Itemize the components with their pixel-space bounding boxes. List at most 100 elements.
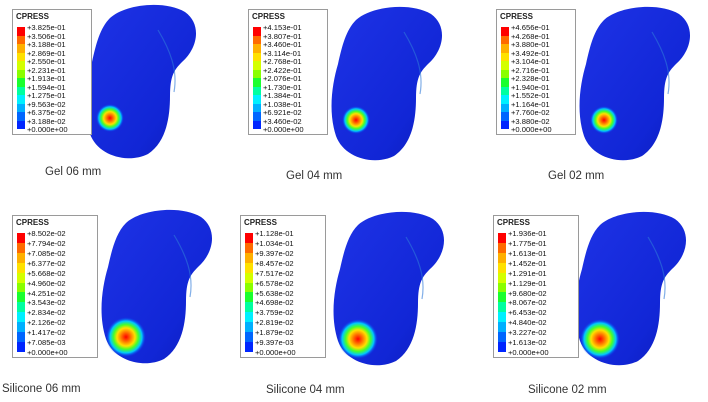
legend-tick-label: +1.594e-01 [27, 82, 66, 92]
legend-swatch [253, 52, 261, 61]
legend-color-bar [253, 27, 261, 129]
legend-swatch [17, 322, 25, 333]
legend-swatch [498, 252, 506, 263]
legend-swatch [17, 282, 25, 293]
legend-swatch [253, 86, 261, 95]
legend-swatch [498, 332, 506, 342]
legend-tick-label: +0.000e+00 [511, 125, 552, 134]
legend-tick-label: +4.656e-01 [511, 23, 550, 32]
legend-color-bar [501, 27, 509, 129]
legend-tick-label: +1.384e-01 [263, 91, 302, 100]
panel-caption: Gel 02 mm [548, 170, 605, 182]
legend-swatch [17, 52, 25, 61]
legend-color-bar [17, 233, 25, 352]
legend-tick-label: +0.000e+00 [508, 348, 549, 357]
legend-tick-label: +7.085e-03 [27, 338, 66, 348]
contour-panel: CPRESS +1.128e-01 +1.034e-01 +9.397e-02 +8.4… [236, 201, 472, 402]
model-body [85, 4, 197, 159]
legend-swatch [501, 112, 509, 121]
legend-tick-label: +0.000e+00 [255, 348, 296, 357]
legend-tick-label: +1.275e-01 [27, 91, 66, 100]
legend-swatch [501, 52, 509, 61]
legend-tick-label: +7.794e-02 [27, 238, 66, 248]
panel-caption: Gel 04 mm [286, 170, 343, 182]
legend-tick-label: +6.453e-02 [508, 308, 547, 318]
legend-swatch [17, 292, 25, 303]
contact-pressure-spot [106, 317, 146, 357]
legend-swatch [501, 69, 509, 78]
legend-swatch [498, 302, 506, 313]
legend-swatch [253, 95, 261, 104]
legend-title: CPRESS [16, 12, 49, 21]
legend-tick-label: +1.452e-01 [508, 258, 547, 268]
model-body [579, 6, 691, 161]
legend-swatch [245, 292, 253, 303]
legend-tick-label: +2.231e-01 [27, 65, 66, 75]
legend-swatch [501, 27, 509, 36]
legend-color-bar [17, 27, 25, 129]
legend-tick-label: +3.880e-02 [511, 116, 550, 126]
legend-swatch [245, 302, 253, 313]
legend-tick-label: +6.377e-02 [27, 258, 66, 268]
legend-tick-label: +1.613e-01 [508, 248, 547, 258]
tooth-model [101, 209, 213, 364]
legend-tick-label: +1.775e-01 [508, 238, 547, 248]
tooth-model [579, 6, 691, 161]
legend-tick-label: +4.698e-02 [255, 298, 294, 308]
legend-color-bar [245, 233, 253, 352]
legend-tick-label: +9.563e-02 [27, 99, 66, 109]
legend-tick-label: +3.825e-01 [27, 23, 66, 32]
legend-tick-label: +8.457e-02 [255, 258, 294, 268]
model-ridge [173, 234, 192, 298]
color-legend: CPRESS +3.825e-01 +3.506e-01 +3.188e-01 +2.8… [12, 9, 92, 135]
legend-tick-label: +1.129e-01 [508, 278, 547, 288]
legend-tick-label: +2.716e-01 [511, 65, 550, 75]
legend-swatch [17, 272, 25, 283]
legend-tick-label: +1.164e-01 [511, 99, 550, 109]
legend-swatch [17, 86, 25, 95]
legend-tick-label: +3.114e-01 [263, 48, 302, 58]
legend-swatch [245, 272, 253, 283]
model-ridge [403, 31, 422, 95]
legend-swatch [501, 120, 509, 129]
legend-swatch [253, 120, 261, 129]
legend-tick-label: +4.960e-02 [27, 278, 66, 288]
tooth-model [85, 4, 197, 159]
legend-swatch [17, 120, 25, 129]
legend-title: CPRESS [252, 12, 285, 21]
legend-tick-label: +7.085e-02 [27, 248, 66, 258]
legend-tick-label: +3.492e-01 [511, 48, 550, 58]
legend-swatch [17, 252, 25, 263]
legend-tick-label: +7.760e-02 [511, 108, 550, 117]
legend-swatch [498, 282, 506, 293]
legend-tick-label: +1.613e-02 [508, 338, 547, 348]
legend-swatch [245, 262, 253, 273]
legend-swatch [17, 302, 25, 313]
legend-tick-label: +0.000e+00 [263, 125, 304, 134]
legend-swatch [245, 322, 253, 333]
legend-color-bar [498, 233, 506, 352]
legend-swatch [245, 242, 253, 253]
legend-swatch [498, 262, 506, 273]
legend-tick-label: +5.638e-02 [255, 288, 294, 298]
legend-tick-label: +5.668e-02 [27, 268, 66, 278]
legend-swatch [17, 27, 25, 36]
legend-tick-label: +2.126e-02 [27, 318, 66, 328]
legend-swatch [501, 35, 509, 44]
legend-swatch [17, 69, 25, 78]
panel-caption: Silicone 06 mm [2, 383, 81, 395]
legend-swatch [17, 332, 25, 342]
legend-tick-label: +4.153e-01 [263, 23, 302, 32]
legend-swatch [17, 103, 25, 112]
legend-tick-label: +6.375e-02 [27, 108, 66, 117]
legend-tick-label: +2.768e-01 [263, 57, 302, 66]
model-ridge [651, 31, 670, 95]
legend-swatch [253, 112, 261, 121]
legend-title: CPRESS [497, 218, 530, 227]
legend-swatch [498, 272, 506, 283]
legend-tick-label: +9.680e-02 [508, 288, 547, 298]
legend-swatch [17, 341, 25, 352]
legend-swatch [17, 262, 25, 273]
legend-swatch [17, 112, 25, 121]
legend-swatch [245, 332, 253, 342]
